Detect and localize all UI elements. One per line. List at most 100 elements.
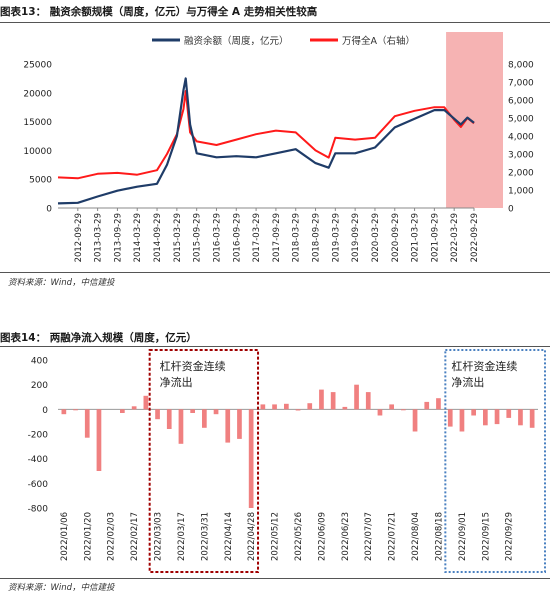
x-tick-label: 2022/05/12 <box>271 512 281 561</box>
bar <box>272 404 277 410</box>
y-left-tick-label: 25000 <box>23 61 52 71</box>
legend-label-wind: 万得全A（右轴） <box>342 35 415 47</box>
bar <box>529 409 535 428</box>
annotation-red-line1: 杠杆资金连续 <box>160 359 226 373</box>
bar <box>377 409 383 416</box>
bar <box>459 409 465 432</box>
bar <box>295 409 301 411</box>
y-tick-label: -600 <box>28 480 49 490</box>
bar <box>354 384 359 410</box>
x-tick-label: 2012-09-29 <box>74 213 84 262</box>
fig13-source: 资料来源：Wind，中信建投 <box>8 278 115 288</box>
y-right-tick-label: 4,000 <box>508 133 534 143</box>
y-right-tick-label: 5,000 <box>508 115 534 125</box>
annotation-blue-line1: 杠杆资金连续 <box>451 359 517 373</box>
y-tick-label: 0 <box>42 406 48 416</box>
wind-a-line <box>57 90 475 180</box>
x-tick-label: 2013-09-29 <box>113 213 123 262</box>
bar <box>155 409 160 420</box>
x-tick-label: 2022/03/31 <box>200 512 210 561</box>
x-tick-label: 2022/01/06 <box>60 512 70 561</box>
fig14-chart: 400 200 0 -200 -400 -600 -800 2022/01/06 2022/01… <box>28 349 546 573</box>
x-tick-label: 2022/07/07 <box>364 512 374 561</box>
outflow-box-blue <box>444 349 546 573</box>
x-tick-label: 2021-03-29 <box>411 213 421 262</box>
bar <box>389 404 394 410</box>
bar <box>518 409 523 426</box>
bar <box>447 409 453 427</box>
fig14-bottom-rule <box>0 578 550 579</box>
y-right-tick-label: 8,000 <box>508 61 534 71</box>
y-tick-label: -200 <box>28 431 49 441</box>
legend-label-financing: 融资余额（周度，亿元） <box>184 35 289 47</box>
bar <box>237 409 242 439</box>
x-tick-label: 2022/03/17 <box>177 512 187 561</box>
x-tick-label: 2014-03-29 <box>133 213 143 262</box>
x-tick-label: 2015-09-29 <box>193 213 203 262</box>
bar <box>96 409 102 471</box>
x-tick-label: 2013-03-29 <box>94 213 104 262</box>
x-tick-label: 2020-03-29 <box>371 213 381 262</box>
bar <box>190 409 195 413</box>
y-tick-label: -400 <box>28 455 49 465</box>
annotation-red-line2: 净流出 <box>160 375 193 389</box>
bar <box>307 403 313 410</box>
bar <box>424 401 430 410</box>
x-tick-label: 2018-09-29 <box>312 213 322 262</box>
x-tick-label: 2022/04/28 <box>247 512 257 561</box>
x-tick-label: 2022/09/01 <box>458 512 468 561</box>
bar <box>412 409 418 432</box>
y-tick-label: 200 <box>31 381 48 391</box>
x-tick-label: 2021-09-29 <box>430 213 440 262</box>
bar <box>330 392 336 410</box>
y-left-tick-label: 20000 <box>23 89 52 99</box>
y-right-tick-label: 0 <box>508 205 514 215</box>
bar <box>178 409 184 444</box>
bar <box>131 406 137 410</box>
bar <box>436 398 441 410</box>
x-tick-label: 2019-09-29 <box>351 213 361 262</box>
x-tick-label: 2014-09-29 <box>153 213 163 262</box>
fig13-chart: 0 5000 10000 15000 20000 25000 0 1,000 2,000 3,00… <box>23 32 534 262</box>
x-tick-label: 2022/03/03 <box>154 512 164 561</box>
x-tick-label: 2022/08/04 <box>411 512 421 561</box>
bar <box>401 409 406 411</box>
bar <box>342 406 348 410</box>
x-tick-label: 2018-03-29 <box>292 213 302 262</box>
bar <box>143 395 149 410</box>
y-right-tick-label: 7,000 <box>508 79 534 89</box>
x-tick-label: 2016-09-29 <box>232 213 242 262</box>
fig14-title-rule <box>0 346 550 347</box>
x-tick-label: 2022/06/09 <box>317 512 327 561</box>
fig13-bottom-rule <box>0 272 550 273</box>
y-right-tick-label: 2,000 <box>508 169 534 179</box>
x-tick-label: 2022/06/23 <box>341 512 351 561</box>
bar <box>471 409 476 416</box>
bar <box>61 409 67 415</box>
bar <box>319 389 324 410</box>
x-tick-label: 2022/08/18 <box>434 512 444 561</box>
x-tick-label: 2022-09-29 <box>470 213 480 262</box>
x-tick-label: 2016-03-29 <box>212 213 222 262</box>
x-tick-label: 2022/02/03 <box>107 512 117 561</box>
x-tick-label: 2015-03-29 <box>173 213 183 262</box>
x-tick-label: 2019-03-29 <box>331 213 341 262</box>
x-tick-label: 2020-09-29 <box>391 213 401 262</box>
financing-balance-line <box>57 77 475 205</box>
x-tick-label: 2022/05/26 <box>294 512 304 561</box>
y-tick-label: -800 <box>28 505 49 515</box>
y-right-tick-label: 1,000 <box>508 187 534 197</box>
x-tick-label: 2022/09/29 <box>505 512 515 561</box>
bar <box>202 409 207 428</box>
y-left-tick-label: 15000 <box>23 118 52 128</box>
bar <box>494 409 500 425</box>
x-tick-label: 2022/04/14 <box>224 512 234 561</box>
bar <box>84 409 90 438</box>
bar <box>120 409 125 413</box>
x-tick-label: 2022/07/21 <box>388 512 398 561</box>
fig13-title: 图表13： 融资余额规模（周度，亿元）与万得全 A 走势相关性较高 <box>0 6 318 18</box>
bar <box>73 409 78 411</box>
fig13-title-rule <box>0 22 550 23</box>
fig14-source: 资料来源：Wind，中信建投 <box>8 583 115 593</box>
y-left-tick-label: 0 <box>46 205 52 215</box>
